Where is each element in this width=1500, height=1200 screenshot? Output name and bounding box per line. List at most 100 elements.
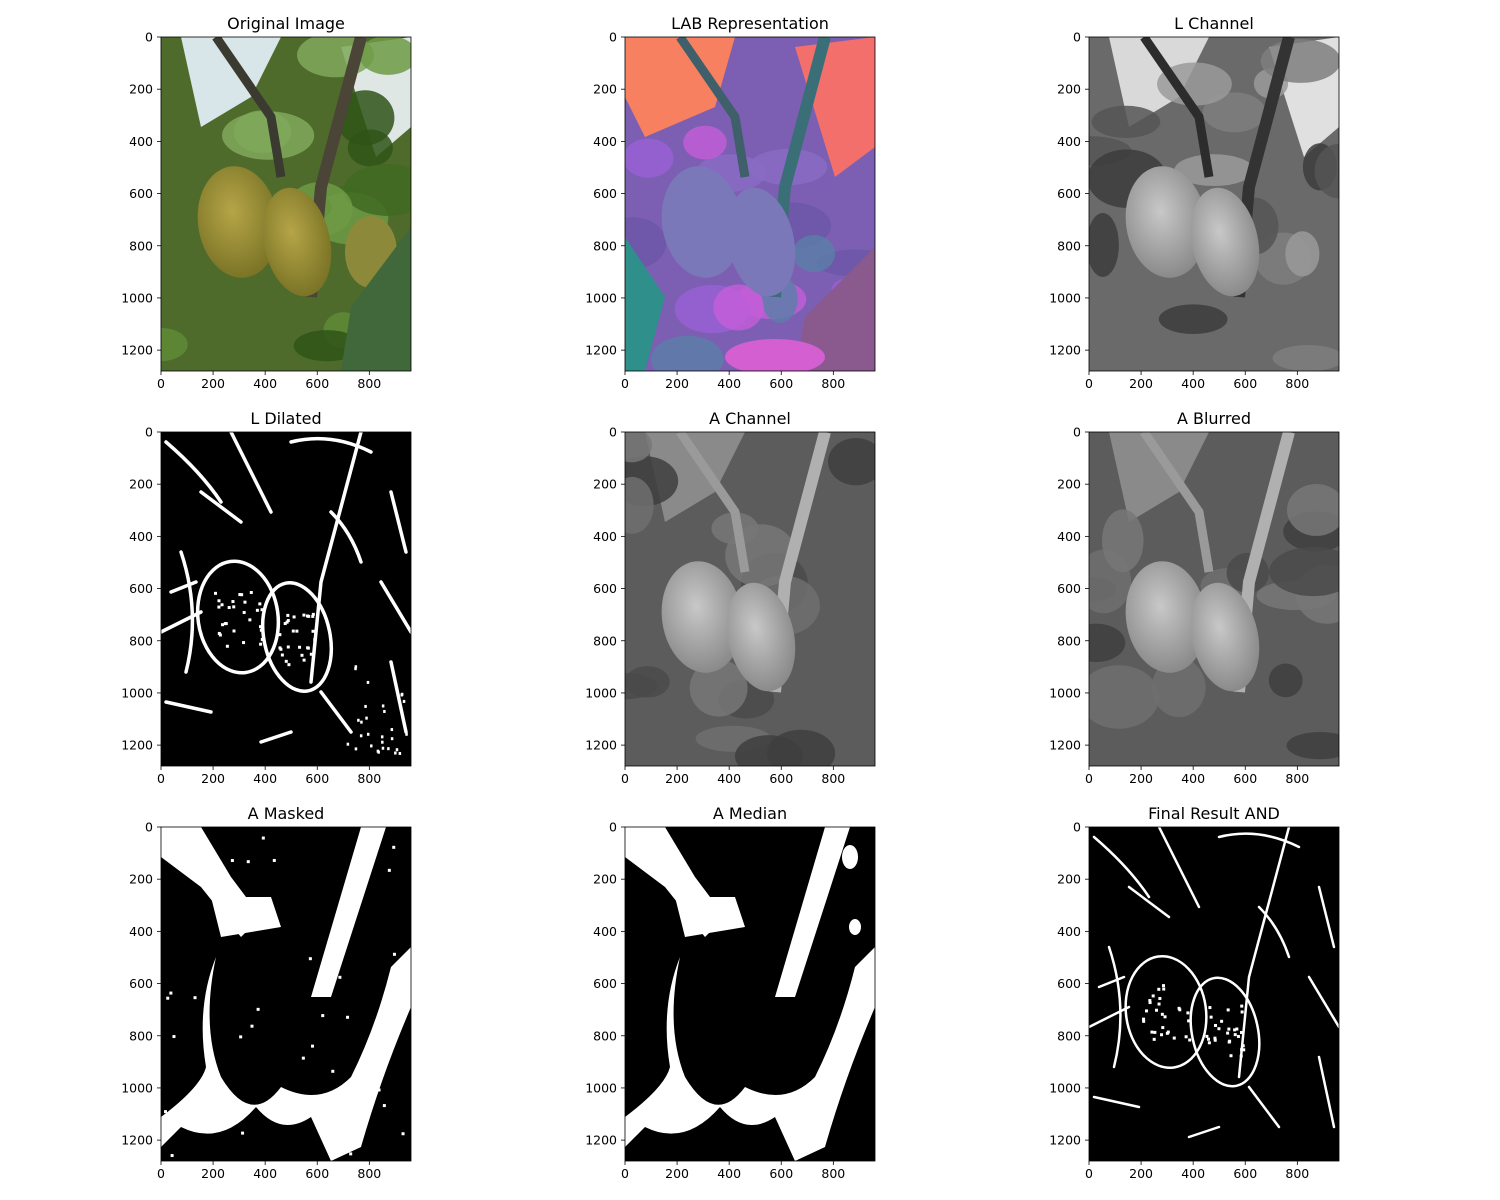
x-tick-label: 400 (717, 1166, 741, 1181)
x-tick-label: 200 (201, 1166, 225, 1181)
y-tick-label: 400 (129, 134, 153, 149)
y-tick-label: 800 (129, 238, 153, 253)
x-tick-label: 0 (1085, 376, 1093, 391)
x-tick-label: 200 (201, 771, 225, 786)
x-tick-label: 600 (1233, 771, 1257, 786)
subplot-title: A Masked (248, 804, 325, 823)
y-tick-label: 1200 (121, 738, 153, 753)
y-tick-label: 0 (145, 30, 153, 45)
subplot-image (625, 37, 875, 371)
x-tick-label: 400 (1181, 376, 1205, 391)
x-tick-label: 600 (769, 1166, 793, 1181)
x-tick-label: 600 (1233, 1166, 1257, 1181)
x-tick-label: 0 (157, 1166, 165, 1181)
x-tick-label: 200 (665, 1166, 689, 1181)
x-tick-label: 800 (821, 376, 845, 391)
y-tick-label: 1000 (121, 290, 153, 305)
y-tick-label: 200 (1057, 872, 1081, 887)
y-tick-label: 200 (593, 82, 617, 97)
x-tick-label: 0 (621, 376, 629, 391)
y-tick-label: 800 (1057, 1028, 1081, 1043)
y-tick-label: 600 (129, 581, 153, 596)
subplot-image (161, 827, 411, 1161)
x-tick-label: 0 (621, 1166, 629, 1181)
y-tick-label: 1200 (1049, 1133, 1081, 1148)
y-tick-label: 1000 (585, 1080, 617, 1095)
x-tick-label: 600 (305, 771, 329, 786)
y-tick-label: 200 (1057, 477, 1081, 492)
y-tick-label: 400 (593, 924, 617, 939)
subplot-panel: A Blurred 0 200 400 600 800 0 200 400 600 800 1000 1… (1049, 409, 1340, 786)
subplot-panel: A Masked 0 200 400 600 800 0 200 400 600 800 1000 12… (121, 804, 412, 1181)
y-tick-label: 800 (1057, 238, 1081, 253)
subplot-panel: Original Image 0 200 400 600 800 0 200 400 600 800… (121, 14, 412, 391)
x-tick-label: 0 (157, 771, 165, 786)
y-tick-label: 600 (593, 976, 617, 991)
y-tick-label: 800 (593, 238, 617, 253)
y-tick-label: 200 (593, 477, 617, 492)
y-tick-label: 600 (1057, 186, 1081, 201)
x-tick-label: 400 (253, 1166, 277, 1181)
subplot-image (1089, 37, 1339, 371)
y-tick-label: 400 (129, 924, 153, 939)
y-tick-label: 1000 (121, 685, 153, 700)
x-tick-label: 800 (1285, 1166, 1309, 1181)
y-tick-label: 800 (1057, 633, 1081, 648)
y-tick-label: 800 (129, 633, 153, 648)
y-tick-label: 600 (1057, 976, 1081, 991)
y-tick-label: 800 (593, 633, 617, 648)
y-tick-label: 1000 (585, 290, 617, 305)
y-tick-label: 1000 (1049, 1080, 1081, 1095)
x-tick-label: 0 (1085, 1166, 1093, 1181)
subplot-title: L Dilated (250, 409, 321, 428)
x-tick-label: 800 (357, 1166, 381, 1181)
x-tick-label: 0 (1085, 771, 1093, 786)
x-tick-label: 200 (1129, 376, 1153, 391)
y-tick-label: 1200 (1049, 343, 1081, 358)
x-tick-label: 200 (665, 771, 689, 786)
y-tick-label: 800 (129, 1028, 153, 1043)
y-tick-label: 600 (129, 186, 153, 201)
y-tick-label: 1200 (585, 343, 617, 358)
y-tick-label: 1200 (585, 1133, 617, 1148)
x-tick-label: 200 (201, 376, 225, 391)
subplot-image (1089, 827, 1339, 1161)
y-tick-label: 600 (1057, 581, 1081, 596)
subplot-panel: L Dilated 0 200 400 600 800 0 200 400 600 800 1000 1… (121, 409, 412, 786)
y-tick-label: 200 (129, 872, 153, 887)
subplot-image (625, 827, 875, 1161)
subplot-title: Original Image (227, 14, 345, 33)
x-tick-label: 200 (665, 376, 689, 391)
y-tick-label: 600 (593, 186, 617, 201)
subplot-title: Final Result AND (1148, 804, 1280, 823)
x-tick-label: 600 (305, 376, 329, 391)
x-tick-label: 400 (717, 771, 741, 786)
y-tick-label: 0 (1073, 425, 1081, 440)
subplot-title: A Blurred (1177, 409, 1251, 428)
subplot-panel: Final Result AND 0 200 400 600 800 0 200 400 600 8… (1049, 804, 1340, 1181)
y-tick-label: 1000 (585, 685, 617, 700)
y-tick-label: 0 (609, 30, 617, 45)
y-tick-label: 200 (1057, 82, 1081, 97)
y-tick-label: 0 (145, 820, 153, 835)
x-tick-label: 0 (157, 376, 165, 391)
subplot-panel: A Channel 0 200 400 600 800 0 200 400 600 800 1000 1… (585, 409, 876, 786)
y-tick-label: 400 (1057, 924, 1081, 939)
subplot-panel: L Channel 0 200 400 600 800 0 200 400 600 800 1000 1… (1049, 14, 1340, 391)
y-tick-label: 0 (609, 820, 617, 835)
y-tick-label: 400 (1057, 134, 1081, 149)
x-tick-label: 800 (357, 376, 381, 391)
subplot-title: LAB Representation (671, 14, 829, 33)
subplot-image (1089, 432, 1339, 766)
x-tick-label: 400 (1181, 1166, 1205, 1181)
subplot-image (625, 432, 875, 766)
y-tick-label: 1200 (121, 343, 153, 358)
y-tick-label: 1200 (121, 1133, 153, 1148)
y-tick-label: 1200 (585, 738, 617, 753)
y-tick-label: 0 (609, 425, 617, 440)
y-tick-label: 600 (129, 976, 153, 991)
x-tick-label: 800 (1285, 376, 1309, 391)
x-tick-label: 400 (253, 376, 277, 391)
x-tick-label: 400 (1181, 771, 1205, 786)
